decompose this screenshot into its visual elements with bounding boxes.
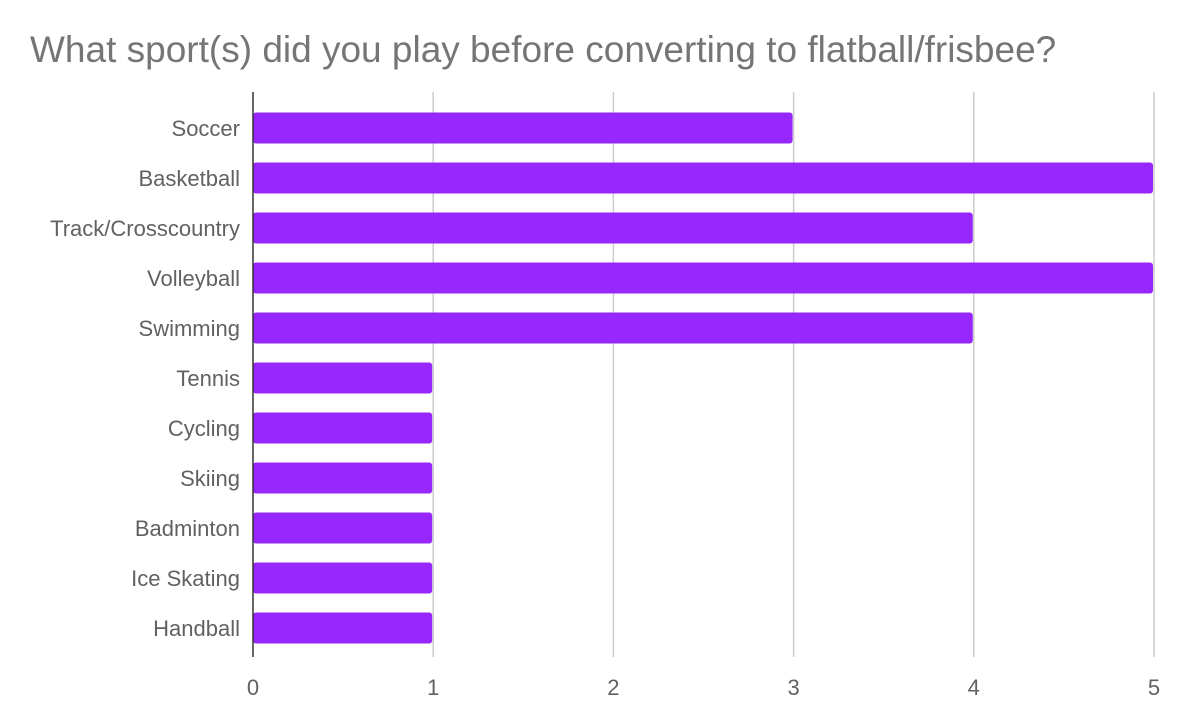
category-label: Handball: [153, 616, 240, 641]
category-label: Badminton: [135, 516, 240, 541]
bar-track-crosscountry: [253, 212, 973, 244]
bar-swimming: [253, 312, 973, 344]
x-tick-label: 0: [247, 675, 259, 700]
category-label: Volleyball: [147, 266, 240, 291]
x-tick-label: 5: [1148, 675, 1160, 700]
x-tick-label: 2: [607, 675, 619, 700]
category-label: Swimming: [139, 316, 240, 341]
bar-handball: [253, 612, 433, 644]
x-tick-labels: 0 1 2 3 4 5: [247, 675, 1160, 700]
category-label: Cycling: [168, 416, 240, 441]
bar-skiing: [253, 462, 433, 494]
x-tick-label: 3: [787, 675, 799, 700]
category-label: Ice Skating: [131, 566, 240, 591]
category-label: Soccer: [172, 116, 240, 141]
bar-cycling: [253, 412, 433, 444]
category-label: Tennis: [176, 366, 240, 391]
category-label: Basketball: [138, 166, 240, 191]
x-tick-label: 4: [968, 675, 980, 700]
bar-basketball: [253, 162, 1153, 194]
category-labels: Soccer Basketball Track/Crosscountry Volley…: [50, 116, 240, 641]
bars: [253, 112, 1153, 644]
bar-ice-skating: [253, 562, 433, 594]
bar-tennis: [253, 362, 433, 394]
x-tick-label: 1: [427, 675, 439, 700]
bar-soccer: [253, 112, 793, 144]
chart-title: What sport(s) did you play before conver…: [30, 29, 1056, 70]
category-label: Track/Crosscountry: [50, 216, 240, 241]
bar-badminton: [253, 512, 433, 544]
category-label: Skiing: [180, 466, 240, 491]
bar-volleyball: [253, 262, 1153, 294]
